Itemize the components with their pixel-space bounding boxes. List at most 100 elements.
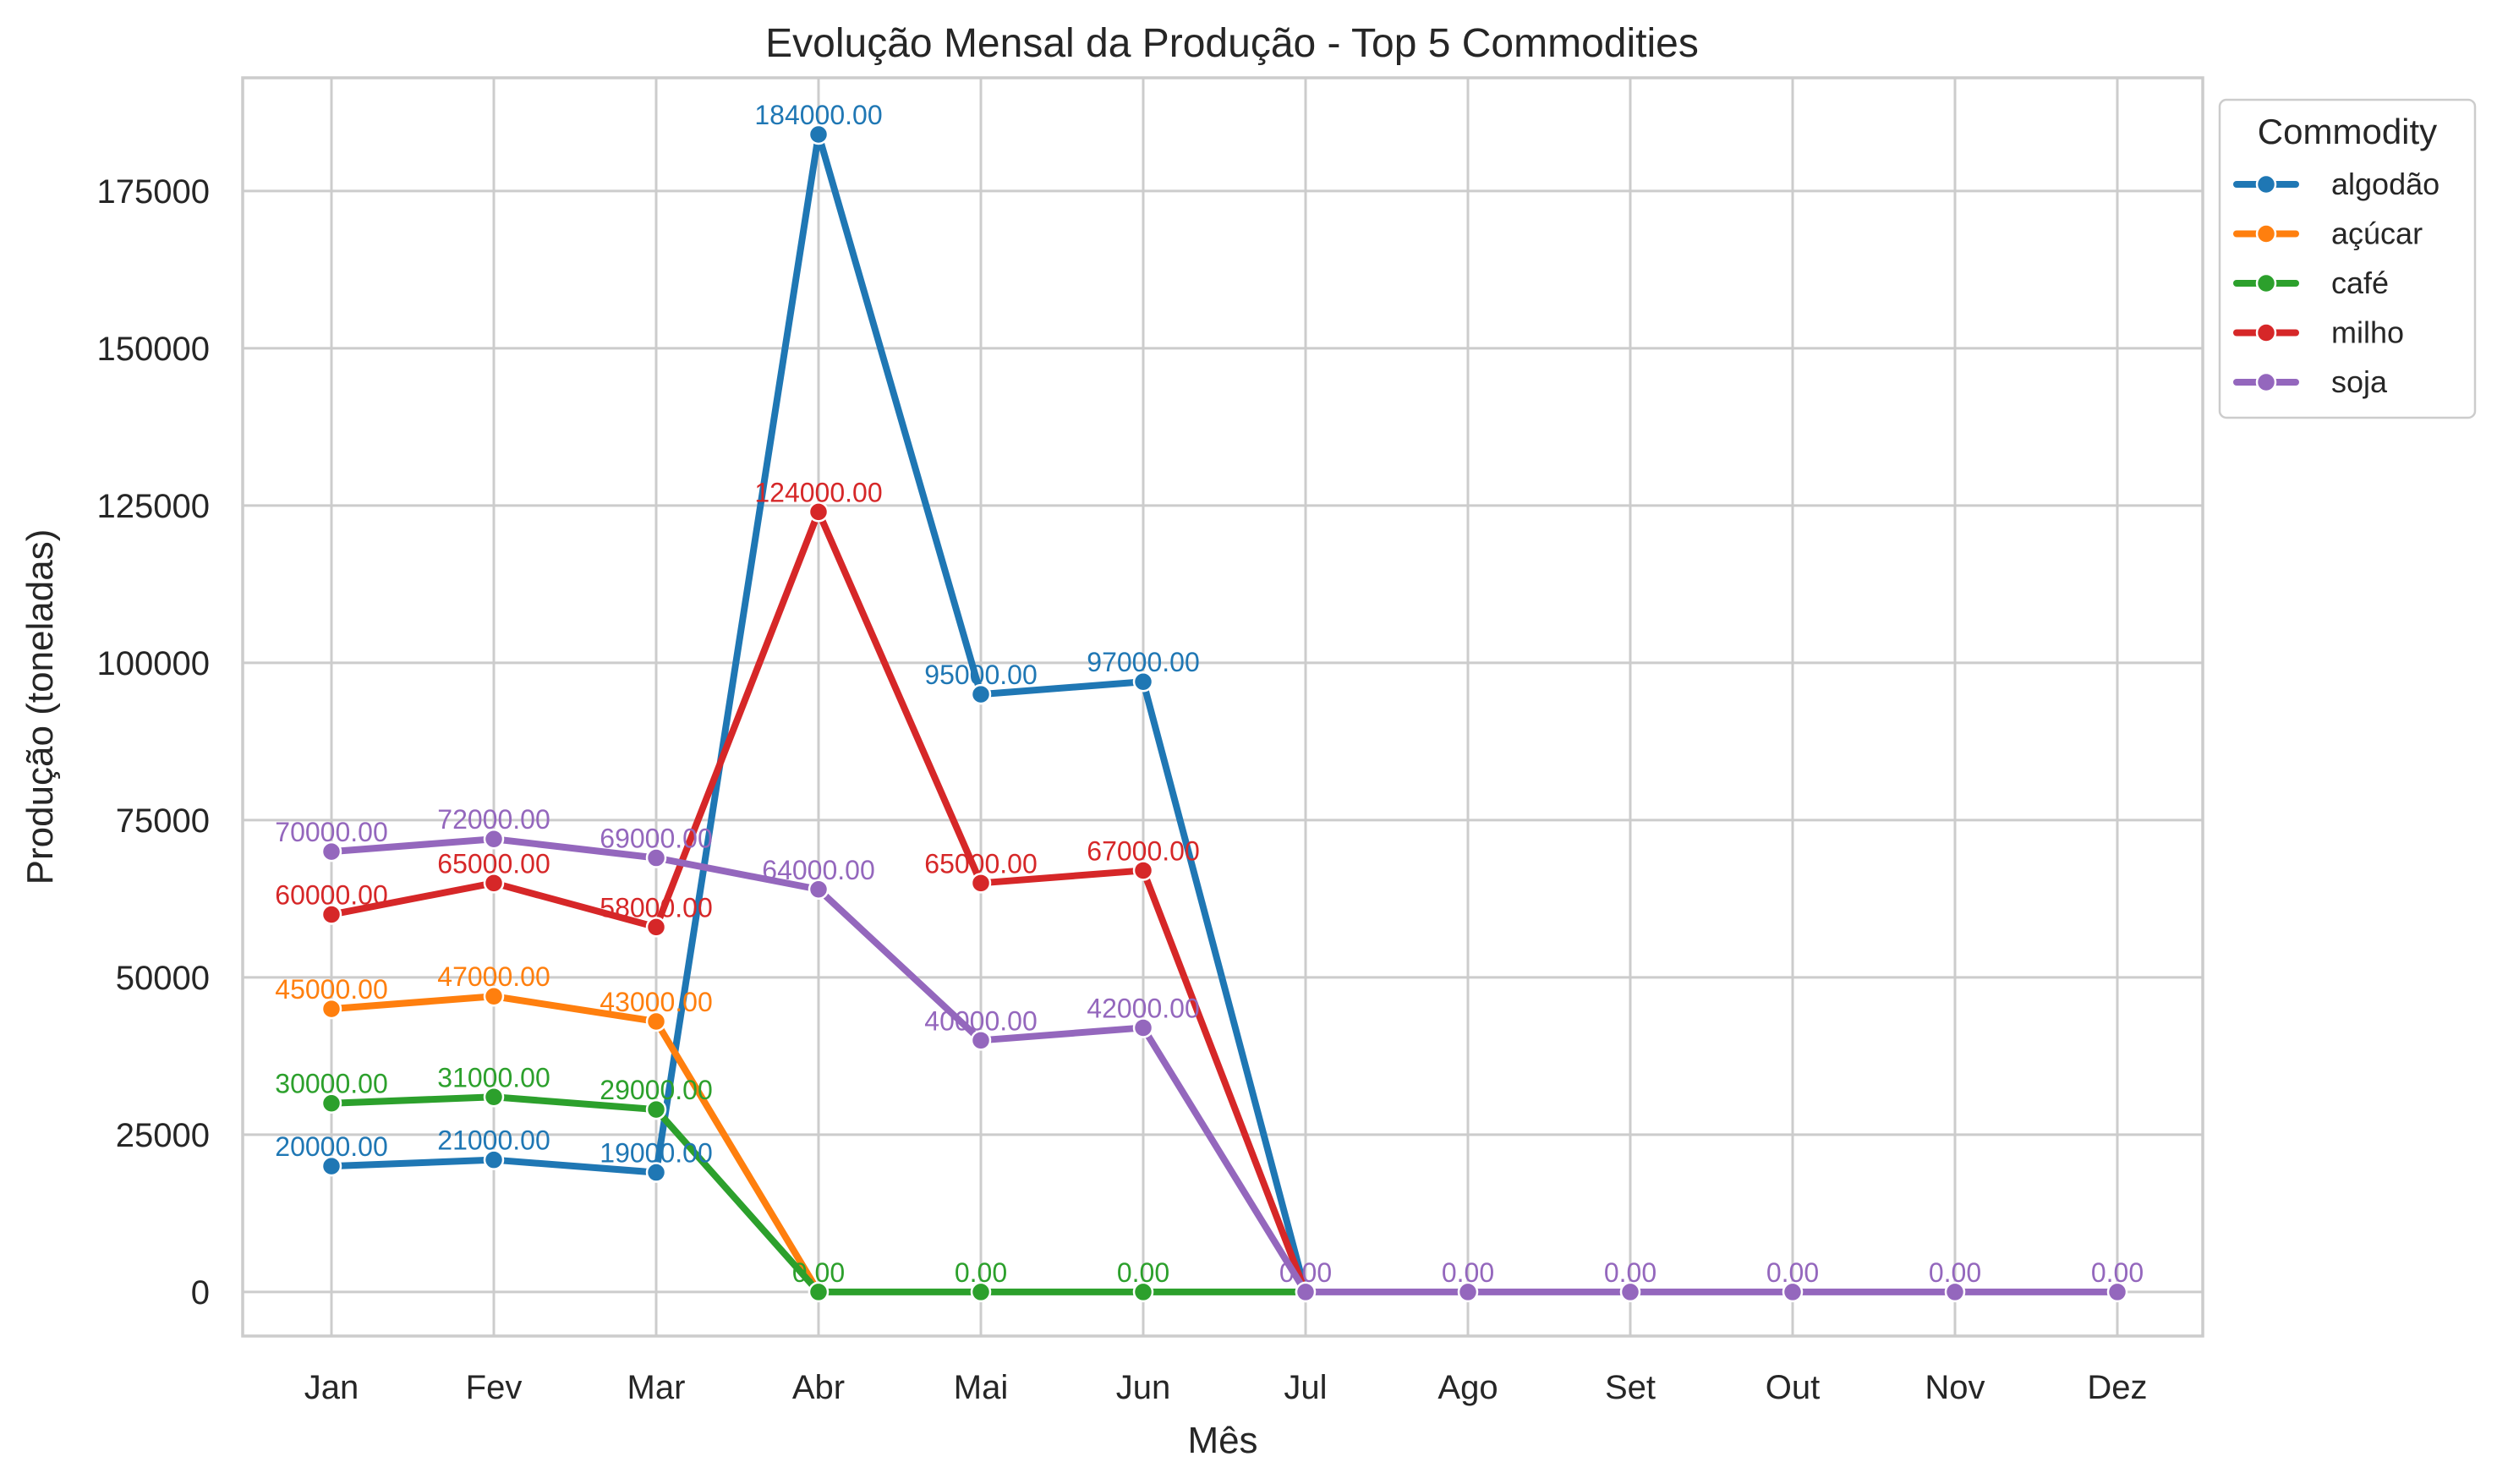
data-label: 0.00 — [2091, 1257, 2144, 1288]
y-tick-label: 100000 — [97, 645, 210, 682]
data-label: 42000.00 — [1087, 993, 1199, 1023]
legend-label: soja — [2331, 364, 2388, 399]
series-line-acucar — [328, 993, 822, 1295]
data-label: 64000.00 — [762, 855, 874, 885]
legend-title: Commodity — [2258, 112, 2437, 151]
legend-label: café — [2331, 266, 2389, 300]
legend-marker — [2255, 223, 2277, 244]
legend-items: algodão açúcar café milho soja — [2233, 167, 2440, 399]
y-tick-label: 25000 — [116, 1117, 210, 1154]
data-point — [808, 501, 830, 523]
data-label: 69000.00 — [600, 824, 712, 854]
data-label: 45000.00 — [275, 974, 387, 1005]
y-tick-label: 75000 — [116, 802, 210, 840]
data-label: 20000.00 — [275, 1131, 387, 1162]
data-point — [645, 1010, 667, 1032]
data-label: 70000.00 — [275, 817, 387, 847]
series — [320, 123, 2128, 1303]
data-point — [320, 841, 342, 862]
x-tick-label: Fev — [466, 1369, 523, 1406]
data-label: 0.00 — [1279, 1257, 1332, 1288]
legend-label: algodão — [2331, 167, 2440, 201]
x-tick-label: Mar — [627, 1369, 686, 1406]
axes: Jan Fev Mar Abr Mai Jun Jul Ago Set Out Nov Dez 0 250… — [97, 173, 2148, 1406]
data-label: 97000.00 — [1087, 647, 1199, 677]
data-label: 67000.00 — [1087, 835, 1199, 866]
x-tick-label: Nov — [1925, 1369, 1985, 1406]
data-point — [483, 828, 505, 850]
x-tick-label: Jun — [1116, 1369, 1171, 1406]
data-point — [1782, 1281, 1804, 1303]
y-axis-label: Produção (toneladas) — [19, 529, 61, 885]
data-label: 0.00 — [1929, 1257, 1981, 1288]
legend-marker — [2255, 173, 2277, 195]
x-axis-label: Mês — [1187, 1420, 1257, 1461]
data-label: 65000.00 — [924, 848, 1037, 879]
data-point — [808, 123, 830, 145]
x-tick-label: Mai — [954, 1369, 1008, 1406]
x-tick-label: Set — [1605, 1369, 1656, 1406]
data-point — [483, 985, 505, 1007]
data-point — [320, 1155, 342, 1177]
data-point — [483, 1087, 505, 1108]
legend-marker — [2255, 371, 2277, 393]
data-label: 0.00 — [792, 1257, 845, 1288]
data-label: 65000.00 — [437, 848, 550, 879]
data-point — [1132, 671, 1154, 693]
data-label: 58000.00 — [600, 892, 712, 923]
legend-marker — [2255, 322, 2277, 343]
data-point — [808, 1281, 830, 1303]
x-tick-label: Jul — [1284, 1369, 1327, 1406]
data-point — [970, 873, 992, 894]
data-point — [645, 1162, 667, 1183]
y-tick-label: 50000 — [116, 960, 210, 997]
data-label: 31000.00 — [437, 1062, 550, 1092]
data-label: 0.00 — [955, 1257, 1007, 1288]
data-label: 29000.00 — [600, 1075, 712, 1105]
data-point — [1132, 1281, 1154, 1303]
data-point — [645, 1098, 667, 1120]
plot-frame — [241, 76, 2204, 1338]
data-point — [483, 873, 505, 894]
data-label: 30000.00 — [275, 1069, 387, 1099]
y-tick-label: 175000 — [97, 173, 210, 211]
legend-box — [2218, 98, 2477, 419]
data-point — [645, 847, 667, 868]
data-label: 0.00 — [1766, 1257, 1819, 1288]
chart-title: Evolução Mensal da Produção - Top 5 Comm… — [765, 21, 1699, 66]
data-label: 47000.00 — [437, 961, 550, 992]
data-label: 19000.00 — [600, 1138, 712, 1169]
data-point — [483, 1149, 505, 1170]
data-point — [970, 1030, 992, 1051]
data-labels: 20000.00 21000.00 19000.00 184000.00 95000.0… — [275, 100, 2144, 1288]
data-point — [1132, 860, 1154, 881]
data-label: 184000.00 — [754, 100, 882, 130]
data-label: 40000.00 — [924, 1005, 1037, 1036]
data-label: 0.00 — [1604, 1257, 1656, 1288]
data-label: 0.00 — [1117, 1257, 1169, 1288]
x-tick-label: Jan — [304, 1369, 359, 1406]
data-point — [320, 998, 342, 1020]
data-label: 95000.00 — [924, 660, 1037, 690]
data-label: 0.00 — [1442, 1257, 1494, 1288]
legend: Commodity algodão açúcar café milho soja — [2218, 98, 2477, 419]
data-point — [808, 879, 830, 901]
y-tick-label: 0 — [191, 1274, 210, 1312]
data-point — [320, 1092, 342, 1114]
data-point — [1619, 1281, 1641, 1303]
data-label: 21000.00 — [437, 1125, 550, 1156]
x-tick-label: Dez — [2087, 1369, 2147, 1406]
series-line-soja — [328, 835, 2121, 1295]
data-point — [1944, 1281, 1966, 1303]
data-point — [970, 683, 992, 705]
data-point — [1457, 1281, 1479, 1303]
data-point — [1295, 1281, 1317, 1303]
data-point — [320, 904, 342, 925]
data-label: 72000.00 — [437, 804, 550, 835]
data-point — [645, 917, 667, 938]
data-point — [1132, 1017, 1154, 1038]
x-tick-label: Ago — [1437, 1369, 1498, 1406]
data-label: 43000.00 — [600, 987, 712, 1017]
legend-marker — [2255, 272, 2277, 294]
